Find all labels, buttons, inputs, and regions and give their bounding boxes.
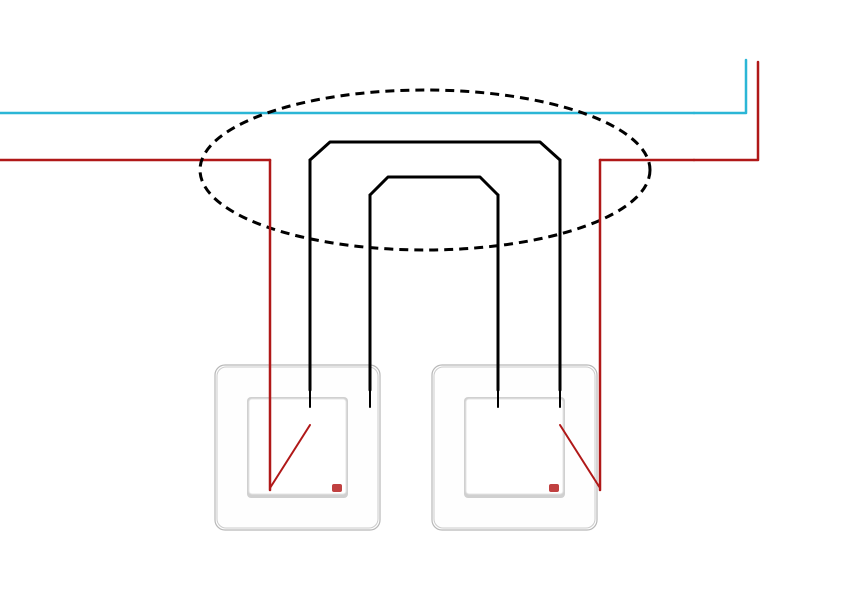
switch-1[interactable]: [215, 365, 380, 530]
switch-2[interactable]: [432, 365, 597, 530]
